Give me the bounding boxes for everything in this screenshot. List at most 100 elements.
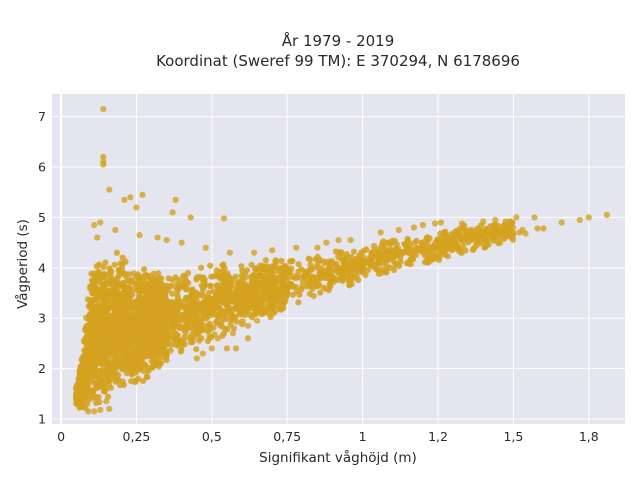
data-point	[193, 355, 200, 362]
data-point	[118, 299, 125, 307]
data-point	[141, 361, 148, 368]
data-point	[261, 309, 268, 316]
data-point	[314, 253, 321, 260]
data-point	[185, 279, 192, 286]
data-point	[284, 285, 291, 292]
data-point	[119, 365, 126, 372]
data-point	[95, 360, 102, 367]
data-point	[102, 326, 109, 333]
y-tick-label: 3	[38, 311, 46, 326]
data-point	[208, 345, 215, 352]
data-point	[222, 316, 230, 323]
data-point	[293, 244, 300, 251]
data-point	[94, 234, 101, 241]
data-point	[118, 320, 125, 327]
data-point	[118, 353, 125, 360]
data-point	[279, 280, 286, 287]
data-point	[325, 273, 332, 280]
data-point	[169, 304, 177, 311]
x-tick-label: 1,5	[503, 429, 523, 444]
data-point	[220, 274, 228, 281]
data-point	[364, 266, 372, 274]
data-point	[228, 310, 235, 318]
data-point	[456, 231, 464, 238]
data-point	[412, 247, 419, 254]
data-point	[89, 307, 97, 314]
data-point	[348, 254, 355, 261]
data-point	[247, 274, 254, 281]
data-point	[92, 335, 99, 342]
data-point	[501, 221, 508, 229]
data-point	[220, 215, 227, 222]
data-point	[162, 296, 169, 303]
data-point	[474, 226, 481, 234]
data-point	[88, 297, 95, 304]
data-point	[91, 221, 98, 229]
data-point	[106, 405, 113, 412]
data-point	[451, 233, 458, 240]
data-point	[181, 334, 188, 341]
data-point	[168, 317, 176, 324]
data-point	[215, 305, 222, 312]
data-point	[371, 242, 378, 250]
data-point	[87, 368, 94, 376]
data-point	[373, 260, 381, 267]
data-point	[88, 373, 95, 380]
data-point	[199, 292, 206, 299]
data-point	[101, 388, 108, 395]
data-point	[431, 220, 439, 227]
data-point	[110, 321, 117, 328]
data-point	[225, 282, 232, 289]
data-point	[208, 308, 215, 315]
data-point	[133, 204, 140, 211]
data-point	[418, 239, 425, 246]
data-point	[267, 314, 274, 321]
data-point	[245, 292, 252, 299]
data-point	[199, 286, 207, 293]
data-points	[73, 106, 611, 415]
data-point	[522, 230, 529, 237]
data-point	[470, 235, 478, 242]
data-point	[168, 299, 175, 306]
data-point	[239, 267, 246, 274]
data-point	[79, 390, 86, 397]
data-point	[134, 308, 141, 315]
data-point	[387, 248, 394, 255]
data-point	[97, 219, 104, 226]
data-point	[97, 406, 104, 413]
data-point	[357, 257, 364, 264]
data-point	[128, 339, 135, 346]
data-point	[227, 275, 234, 282]
data-point	[199, 327, 206, 334]
data-point	[159, 338, 166, 346]
data-point	[497, 239, 504, 246]
data-point	[177, 348, 184, 355]
data-point	[368, 261, 375, 268]
data-point	[113, 335, 121, 342]
data-point	[97, 310, 104, 317]
data-point	[480, 218, 487, 225]
data-point	[301, 273, 309, 280]
x-tick-label: 0,5	[202, 429, 222, 444]
data-point	[134, 271, 141, 278]
y-axis-title: Vågperiod (s)	[14, 219, 31, 309]
data-point	[531, 214, 538, 221]
data-point	[295, 299, 302, 306]
data-point	[139, 377, 147, 384]
data-point	[149, 363, 156, 370]
data-point	[389, 237, 396, 244]
data-point	[254, 317, 261, 324]
data-point	[262, 257, 269, 264]
data-point	[279, 293, 286, 300]
data-point	[176, 323, 183, 330]
x-tick-label: 0,25	[123, 429, 151, 444]
data-point	[124, 362, 131, 369]
data-point	[198, 335, 205, 342]
data-point	[269, 247, 276, 254]
data-point	[231, 291, 238, 298]
data-point	[164, 287, 172, 294]
data-point	[377, 229, 384, 236]
data-point	[160, 308, 167, 316]
data-point	[154, 310, 161, 317]
data-point	[87, 351, 94, 358]
